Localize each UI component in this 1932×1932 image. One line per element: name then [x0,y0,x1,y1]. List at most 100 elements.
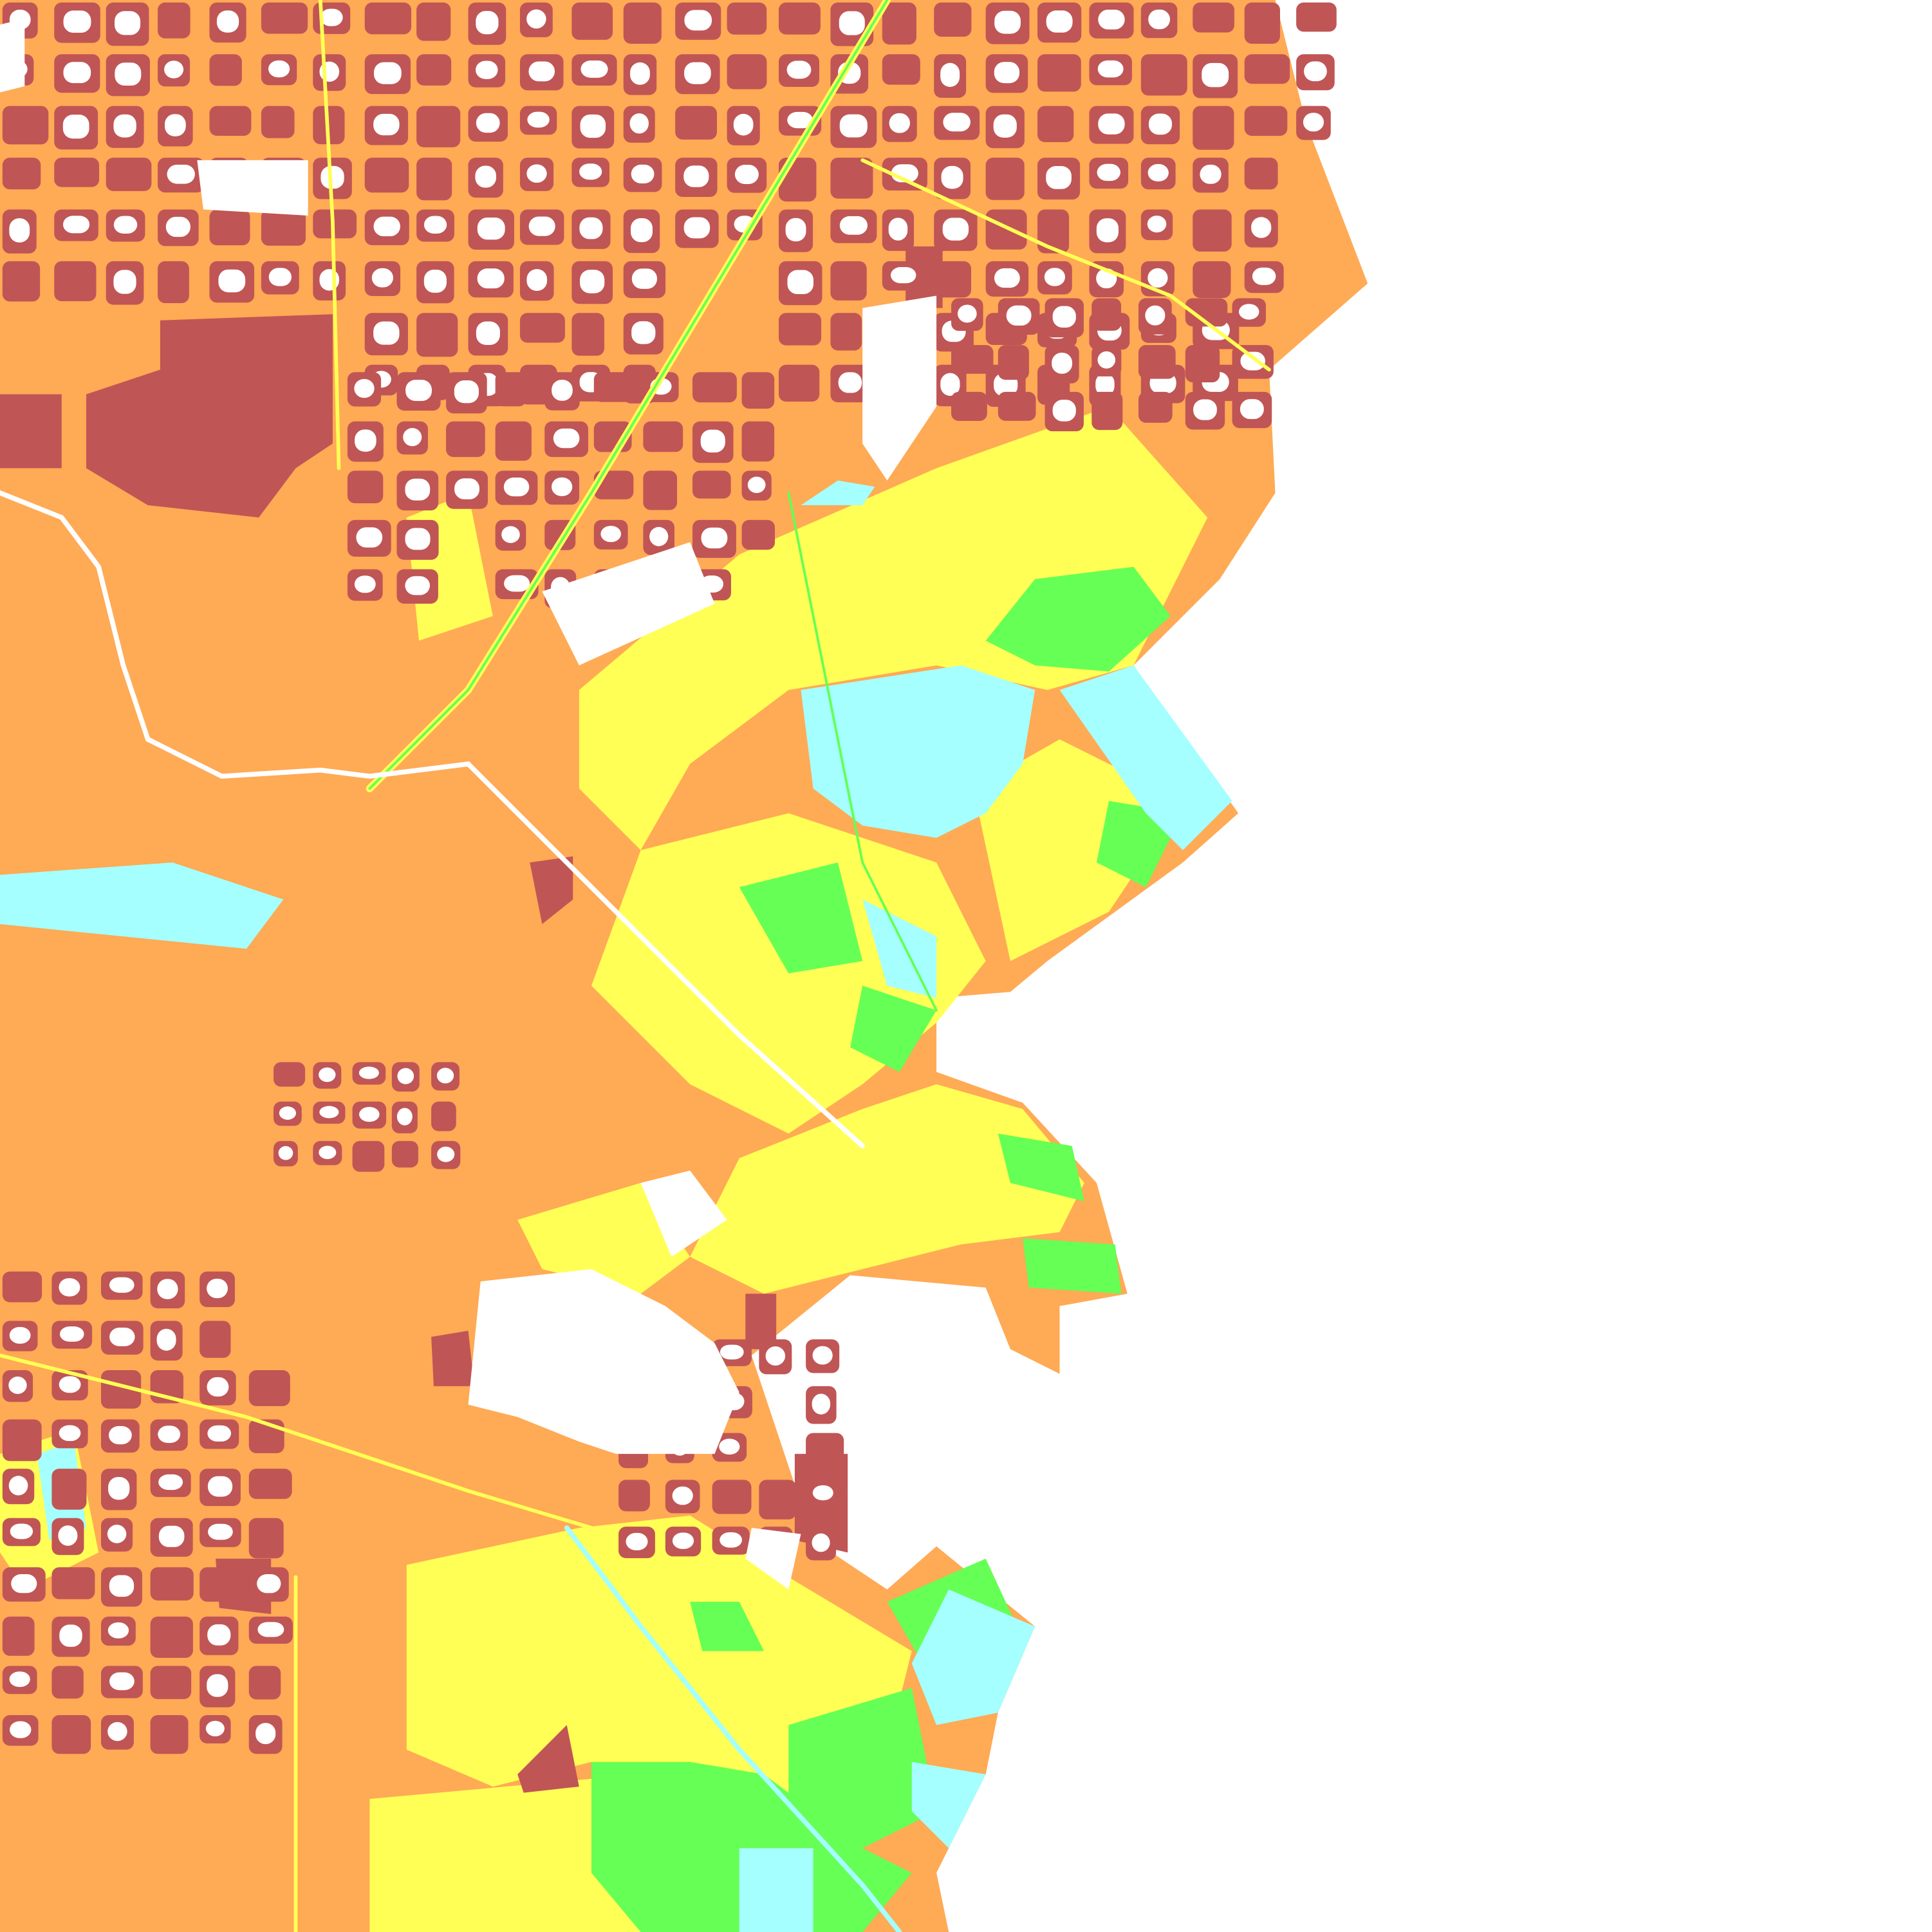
urban-block-gap [11,1574,37,1593]
urban-block [1244,54,1290,84]
urban-block [778,2,821,35]
urban-block-gap [747,476,766,494]
urban-block-gap [1303,113,1324,132]
urban-block [416,2,451,41]
urban-block [1037,54,1081,92]
urban-block-gap [268,60,290,78]
urban-block-gap [1148,113,1173,135]
urban-block-gap [942,218,969,241]
urban-block [313,209,357,239]
urban-block-gap [839,216,868,235]
urban-block-gap [720,1344,744,1360]
urban-block-gap [994,62,1020,84]
urban-block-gap [476,11,499,35]
urban-block-gap [504,575,530,592]
urban-block-gap [1147,268,1168,288]
urban-block [261,106,295,138]
urban-block-gap [1193,399,1217,420]
urban-block-gap [158,1426,181,1444]
urban-block-gap [164,60,184,79]
urban-block [985,209,1027,250]
urban-blocks-southwest [2,1062,844,1754]
urban-block [431,1101,456,1131]
urban-block-gap [205,1720,225,1737]
urban-block-gap [10,1523,33,1539]
urban-block-gap [158,1525,185,1547]
urban-block-gap [373,321,400,345]
urban-block [150,1567,194,1601]
urban-block-gap [812,1346,833,1365]
urban-block-gap [208,1523,233,1540]
urban-block [2,158,41,190]
urban-block-gap [838,372,862,393]
urban-block-gap [158,1474,183,1491]
urban-block [692,470,731,499]
urban-block-gap [1052,306,1076,328]
urban-block [106,158,152,191]
urban-block-gap [113,114,136,138]
urban-block-gap [157,1279,178,1299]
urban-block-gap [649,526,669,546]
urban-block-gap [1200,164,1221,184]
urban-block-gap [1145,305,1166,326]
urban-block-gap [1097,351,1116,369]
urban-block-gap [812,1393,831,1415]
white-gaps [0,18,937,1590]
urban-block-gap [552,380,573,401]
urban-block-gap [477,217,505,240]
urban-block-gap [373,113,400,136]
urban-block-gap [113,270,136,294]
urban-block [347,470,384,503]
urban-block [416,54,452,86]
urban-block [51,1469,87,1510]
urban-block [951,391,987,422]
urban-block-gap [580,114,606,138]
urban-block [692,372,737,403]
urban-block-gap [526,164,547,183]
urban-block-gap [1252,267,1276,285]
urban-block [643,421,683,452]
urban-block-gap [1239,304,1259,320]
urban-block [150,1616,193,1658]
urban-block-gap [62,216,90,234]
urban-block-gap [993,114,1017,138]
urban-block-gap [423,216,447,234]
urban-block [1091,391,1123,431]
urban-block-gap [1097,163,1120,181]
urban-block-gap [683,165,709,187]
urban-block-gap [156,1328,176,1351]
urban-block-gap [553,428,580,449]
urban-block [209,209,250,246]
urban-block [618,1480,650,1512]
green-fields [591,566,1183,1932]
urban-block-gap [268,268,292,286]
urban-block-gap [59,1278,80,1297]
urban-block [741,519,776,550]
urban-block-gap [787,270,814,295]
urban-block [998,345,1029,380]
urban-block-gap [8,1476,28,1496]
urban-block-gap [9,1671,30,1687]
urban-block [1193,261,1231,298]
urban-block [998,391,1036,421]
urban-block [1244,2,1280,44]
urban-block-gap [683,217,711,239]
urban-block-gap [600,526,622,543]
urban-block [51,1715,91,1754]
urban-block-gap [812,1485,833,1501]
urban-block-gap [109,1277,135,1293]
urban-block-gap [839,11,865,35]
urban-block-gap [1097,60,1124,78]
urban-block [759,1480,797,1519]
urban-block-gap [356,527,383,548]
urban-block-gap [1006,305,1032,326]
urban-block-gap [63,62,91,84]
urban-block-gap [1046,10,1073,33]
urban-block [1138,345,1176,379]
urban-block [495,372,526,407]
urban-block [951,345,994,374]
urban-block-gap [207,1674,228,1697]
urban-block-gap [1052,400,1076,422]
urban-block-gap [631,268,657,289]
urban-block [2,1616,35,1656]
